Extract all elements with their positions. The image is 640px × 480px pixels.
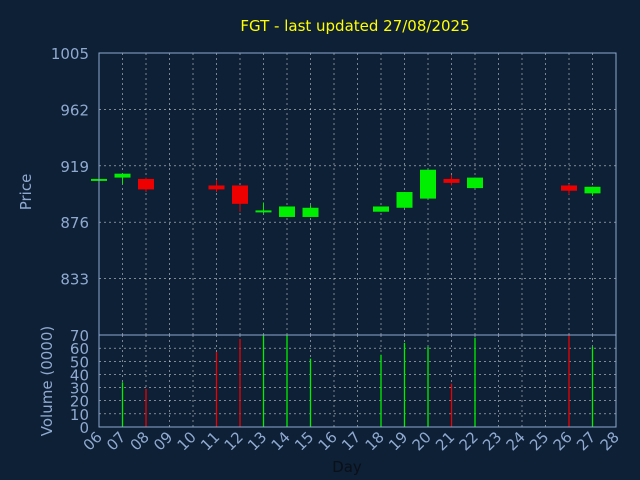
candle	[467, 177, 483, 189]
candle-body	[302, 207, 319, 217]
price-tick-label: 833	[60, 271, 89, 289]
volume-tick-label: 30	[70, 380, 89, 398]
candle	[208, 180, 225, 193]
price-axis-label: Price	[17, 174, 35, 211]
chart-title: FGT - last updated 27/08/2025	[240, 17, 469, 35]
volume-bars	[121, 335, 594, 427]
candle-body	[373, 206, 389, 212]
volume-panel-frame	[98, 334, 617, 428]
candle-body	[138, 178, 154, 190]
volume-tick-label: 20	[70, 393, 89, 411]
candle-body	[396, 192, 413, 208]
candle	[420, 169, 436, 199]
candle-body	[561, 185, 577, 191]
candle	[561, 184, 577, 195]
candle-body	[232, 185, 248, 204]
candle-body	[584, 186, 601, 194]
candle-body	[114, 173, 131, 178]
day-axis-label: Day	[332, 458, 362, 476]
candle	[114, 173, 131, 185]
price-tick-label: 919	[60, 158, 89, 176]
candle-body	[443, 178, 460, 183]
candle-body	[208, 185, 225, 190]
candle	[584, 186, 601, 196]
candle-body	[467, 177, 483, 189]
volume-tick-label: 50	[70, 353, 89, 371]
volume-tick-label: 70	[70, 327, 89, 345]
candle	[232, 185, 248, 212]
price-tick-label: 876	[60, 214, 89, 232]
volume-tick-label: 0	[79, 419, 89, 437]
volume-tick-label: 10	[70, 406, 89, 424]
volume-tick-label: 40	[70, 366, 89, 384]
price-tick-label: 962	[60, 101, 89, 119]
candlestick-series	[91, 169, 601, 217]
candle	[396, 192, 413, 208]
price-tick-label: 1005	[51, 45, 89, 63]
candle	[373, 206, 389, 212]
candle	[138, 177, 154, 193]
candle	[255, 202, 272, 214]
price-tick-labels: 833 876 919 962 1005	[51, 45, 89, 289]
candle-body	[255, 210, 272, 213]
candle	[302, 205, 319, 217]
day-tick-labels: 0607080910111213141516171819202122232425…	[80, 428, 623, 454]
volume-tick-label: 60	[70, 340, 89, 358]
candle-body	[279, 206, 295, 217]
candle	[443, 174, 460, 186]
candle-body	[420, 169, 436, 199]
candle	[279, 206, 295, 217]
volume-axis-label: Volume (0000)	[38, 326, 56, 436]
